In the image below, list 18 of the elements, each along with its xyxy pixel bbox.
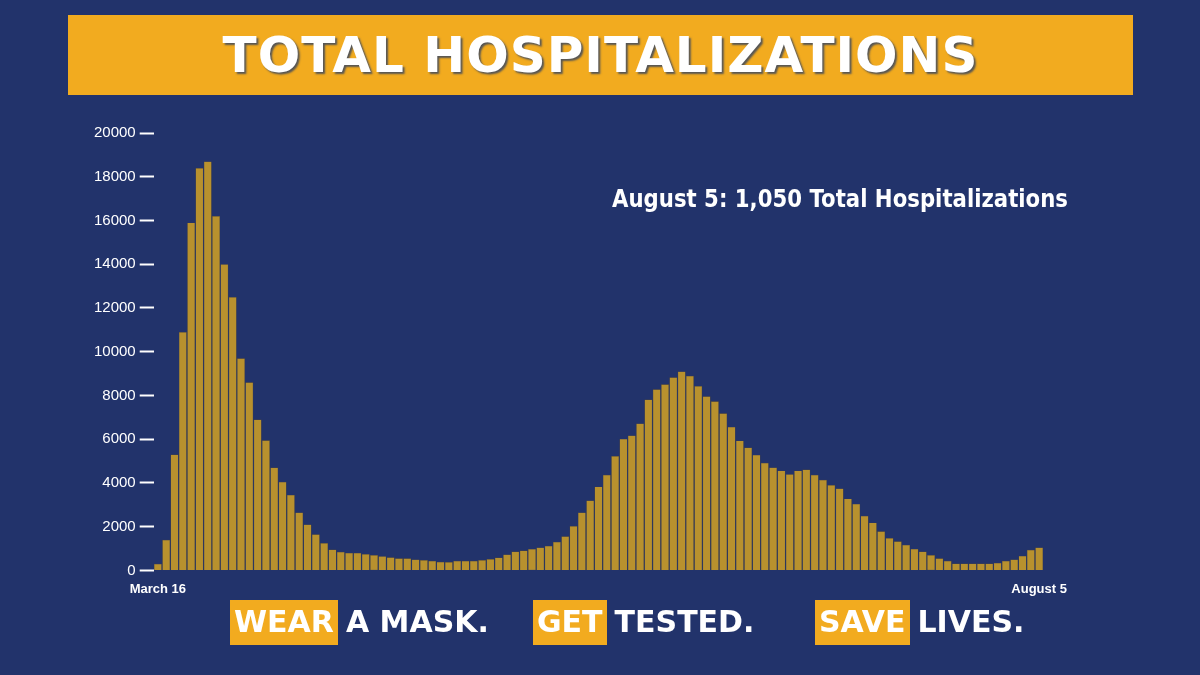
y-tick-label: 0 xyxy=(127,560,136,578)
x-tick-label: August 5 xyxy=(1011,580,1067,596)
y-tick-label: 4000 xyxy=(102,473,136,491)
y-tick-label: 20000 xyxy=(93,123,136,141)
y-tick-label: 6000 xyxy=(102,429,136,447)
y-tick-label: 12000 xyxy=(93,298,136,316)
chart-title: TOTAL HOSPITALIZATIONS xyxy=(68,15,1133,95)
y-tick-label: 10000 xyxy=(93,341,136,359)
x-tick-label: March 16 xyxy=(129,580,187,596)
annotation: August 5: 1,050 Total Hospitalizations xyxy=(611,184,1069,213)
text: WEAR A MASK. xyxy=(233,603,489,641)
text: GET TESTED. xyxy=(536,603,755,641)
y-tick-label: 18000 xyxy=(93,166,136,184)
text: SAVE LIVES. xyxy=(818,603,1025,641)
y-tick-label: 16000 xyxy=(93,210,136,228)
y-tick-label: 14000 xyxy=(93,254,136,272)
y-tick-label: 2000 xyxy=(102,516,136,534)
y-tick-label: 8000 xyxy=(102,385,136,403)
